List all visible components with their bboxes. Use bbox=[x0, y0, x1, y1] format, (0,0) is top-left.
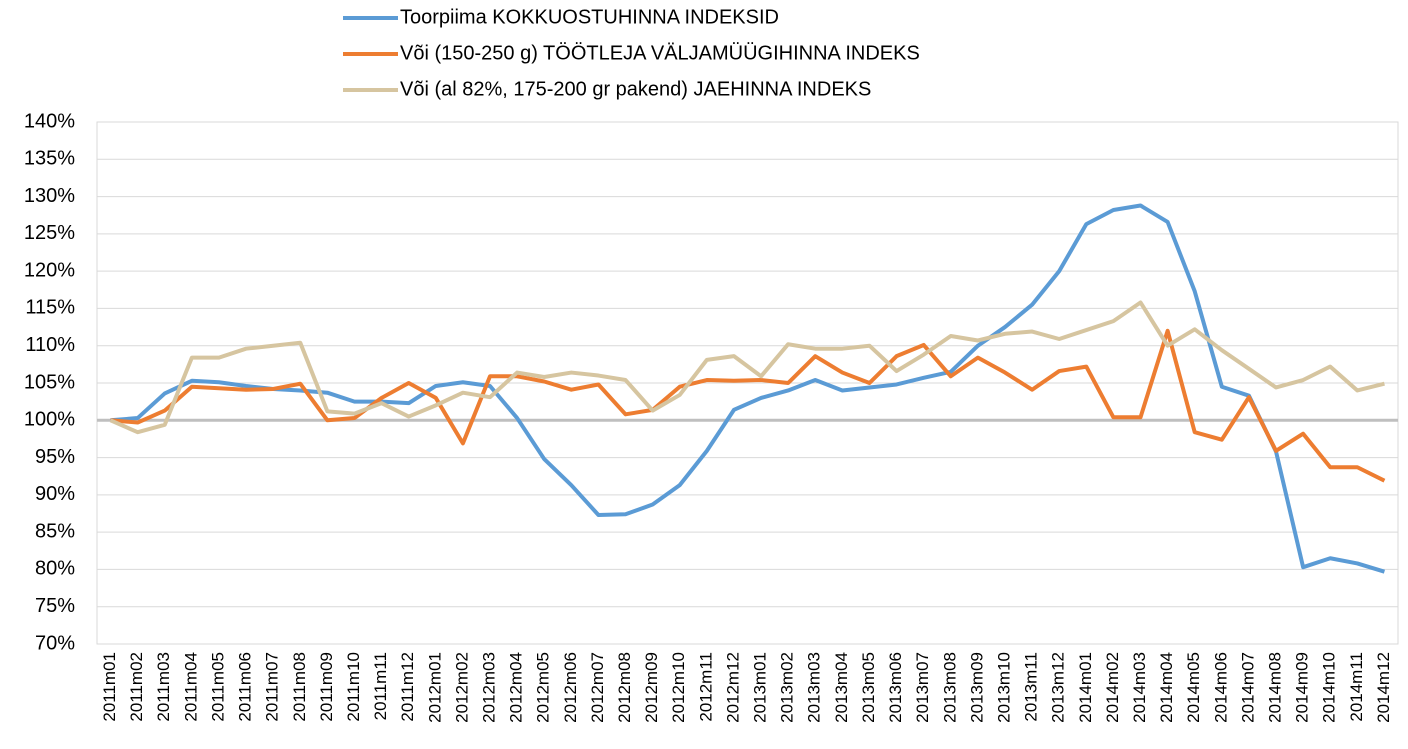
x-tick-label: 2013m11 bbox=[1022, 652, 1041, 722]
x-tick-label: 2011m12 bbox=[398, 652, 417, 722]
x-tick-label: 2013m06 bbox=[886, 652, 905, 723]
x-tick-label: 2012m12 bbox=[723, 652, 742, 723]
series-line bbox=[110, 203, 1386, 574]
x-tick-label: 2011m11 bbox=[371, 652, 390, 720]
y-tick-label: 130% bbox=[24, 185, 75, 207]
x-tick-label: 2011m09 bbox=[317, 652, 336, 722]
x-tick-label: 2012m04 bbox=[507, 652, 526, 723]
y-tick-label: 140% bbox=[24, 110, 75, 132]
y-tick-label: 115% bbox=[25, 297, 75, 319]
x-tick-label: 2014m04 bbox=[1157, 652, 1176, 723]
x-tick-label: 2011m03 bbox=[154, 652, 173, 722]
y-tick-label: 105% bbox=[24, 371, 75, 393]
x-tick-label: 2012m10 bbox=[669, 652, 688, 723]
x-tick-label: 2013m08 bbox=[940, 652, 959, 723]
x-tick-label: 2011m08 bbox=[290, 652, 309, 722]
x-tick-label: 2011m01 bbox=[100, 652, 119, 722]
y-tick-label: 90% bbox=[35, 483, 75, 505]
x-tick-label: 2012m06 bbox=[561, 652, 580, 723]
x-tick-label: 2012m11 bbox=[696, 652, 715, 722]
x-tick-label: 2014m08 bbox=[1266, 652, 1285, 723]
x-tick-label: 2012m07 bbox=[588, 652, 607, 723]
y-tick-label: 100% bbox=[24, 409, 75, 431]
x-tick-label: 2013m07 bbox=[913, 652, 932, 723]
x-tick-label: 2014m09 bbox=[1293, 652, 1312, 723]
y-tick-label: 85% bbox=[35, 520, 75, 542]
x-tick-label: 2012m03 bbox=[479, 652, 498, 723]
y-tick-label: 135% bbox=[24, 148, 75, 170]
x-tick-label: 2012m02 bbox=[452, 652, 471, 723]
y-tick-label: 110% bbox=[25, 334, 75, 356]
x-tick-label: 2013m09 bbox=[967, 652, 986, 723]
legend-label: Või (al 82%, 175-200 gr pakend) JAEHINNA… bbox=[400, 78, 871, 100]
x-tick-label: 2013m10 bbox=[994, 652, 1013, 723]
x-tick-label: 2011m10 bbox=[344, 652, 363, 722]
x-tick-label: 2011m04 bbox=[181, 652, 200, 722]
series-line bbox=[109, 300, 1385, 435]
x-tick-label: 2014m06 bbox=[1211, 652, 1230, 723]
x-tick-label: 2013m12 bbox=[1049, 652, 1068, 723]
x-tick-label: 2014m11 bbox=[1347, 652, 1366, 722]
x-tick-label: 2011m07 bbox=[263, 652, 282, 722]
y-tick-label: 95% bbox=[35, 446, 75, 468]
x-tick-label: 2011m02 bbox=[127, 652, 146, 722]
y-tick-label: 75% bbox=[35, 595, 75, 617]
x-tick-label: 2011m06 bbox=[236, 652, 255, 722]
x-tick-label: 2014m12 bbox=[1374, 652, 1393, 723]
x-tick-label: 2013m02 bbox=[778, 652, 797, 723]
x-tick-label: 2011m05 bbox=[208, 652, 227, 722]
x-tick-label: 2013m05 bbox=[859, 652, 878, 723]
x-tick-label: 2014m07 bbox=[1238, 652, 1257, 723]
x-tick-label: 2014m05 bbox=[1184, 652, 1203, 723]
x-tick-label: 2014m03 bbox=[1130, 652, 1149, 723]
x-tick-label: 2014m02 bbox=[1103, 652, 1122, 723]
y-tick-label: 80% bbox=[35, 558, 75, 580]
x-tick-label: 2014m01 bbox=[1076, 652, 1095, 723]
x-tick-label: 2013m04 bbox=[832, 652, 851, 723]
y-tick-label: 70% bbox=[35, 632, 75, 654]
y-tick-label: 120% bbox=[24, 259, 75, 281]
x-tick-label: 2012m09 bbox=[642, 652, 661, 723]
x-tick-label: 2014m10 bbox=[1320, 652, 1339, 723]
legend-label: Või (150-250 g) TÖÖTLEJA VÄLJAMÜÜGIHINNA… bbox=[400, 42, 920, 64]
x-tick-label: 2012m01 bbox=[425, 652, 444, 723]
x-tick-label: 2012m08 bbox=[615, 652, 634, 723]
series-line bbox=[110, 328, 1386, 483]
y-tick-label: 125% bbox=[24, 222, 75, 244]
x-tick-label: 2013m03 bbox=[805, 652, 824, 723]
x-tick-label: 2013m01 bbox=[751, 652, 770, 723]
legend-label: Toorpiima KOKKUOSTUHINNA INDEKSID bbox=[400, 6, 779, 28]
x-tick-label: 2012m05 bbox=[534, 652, 553, 723]
